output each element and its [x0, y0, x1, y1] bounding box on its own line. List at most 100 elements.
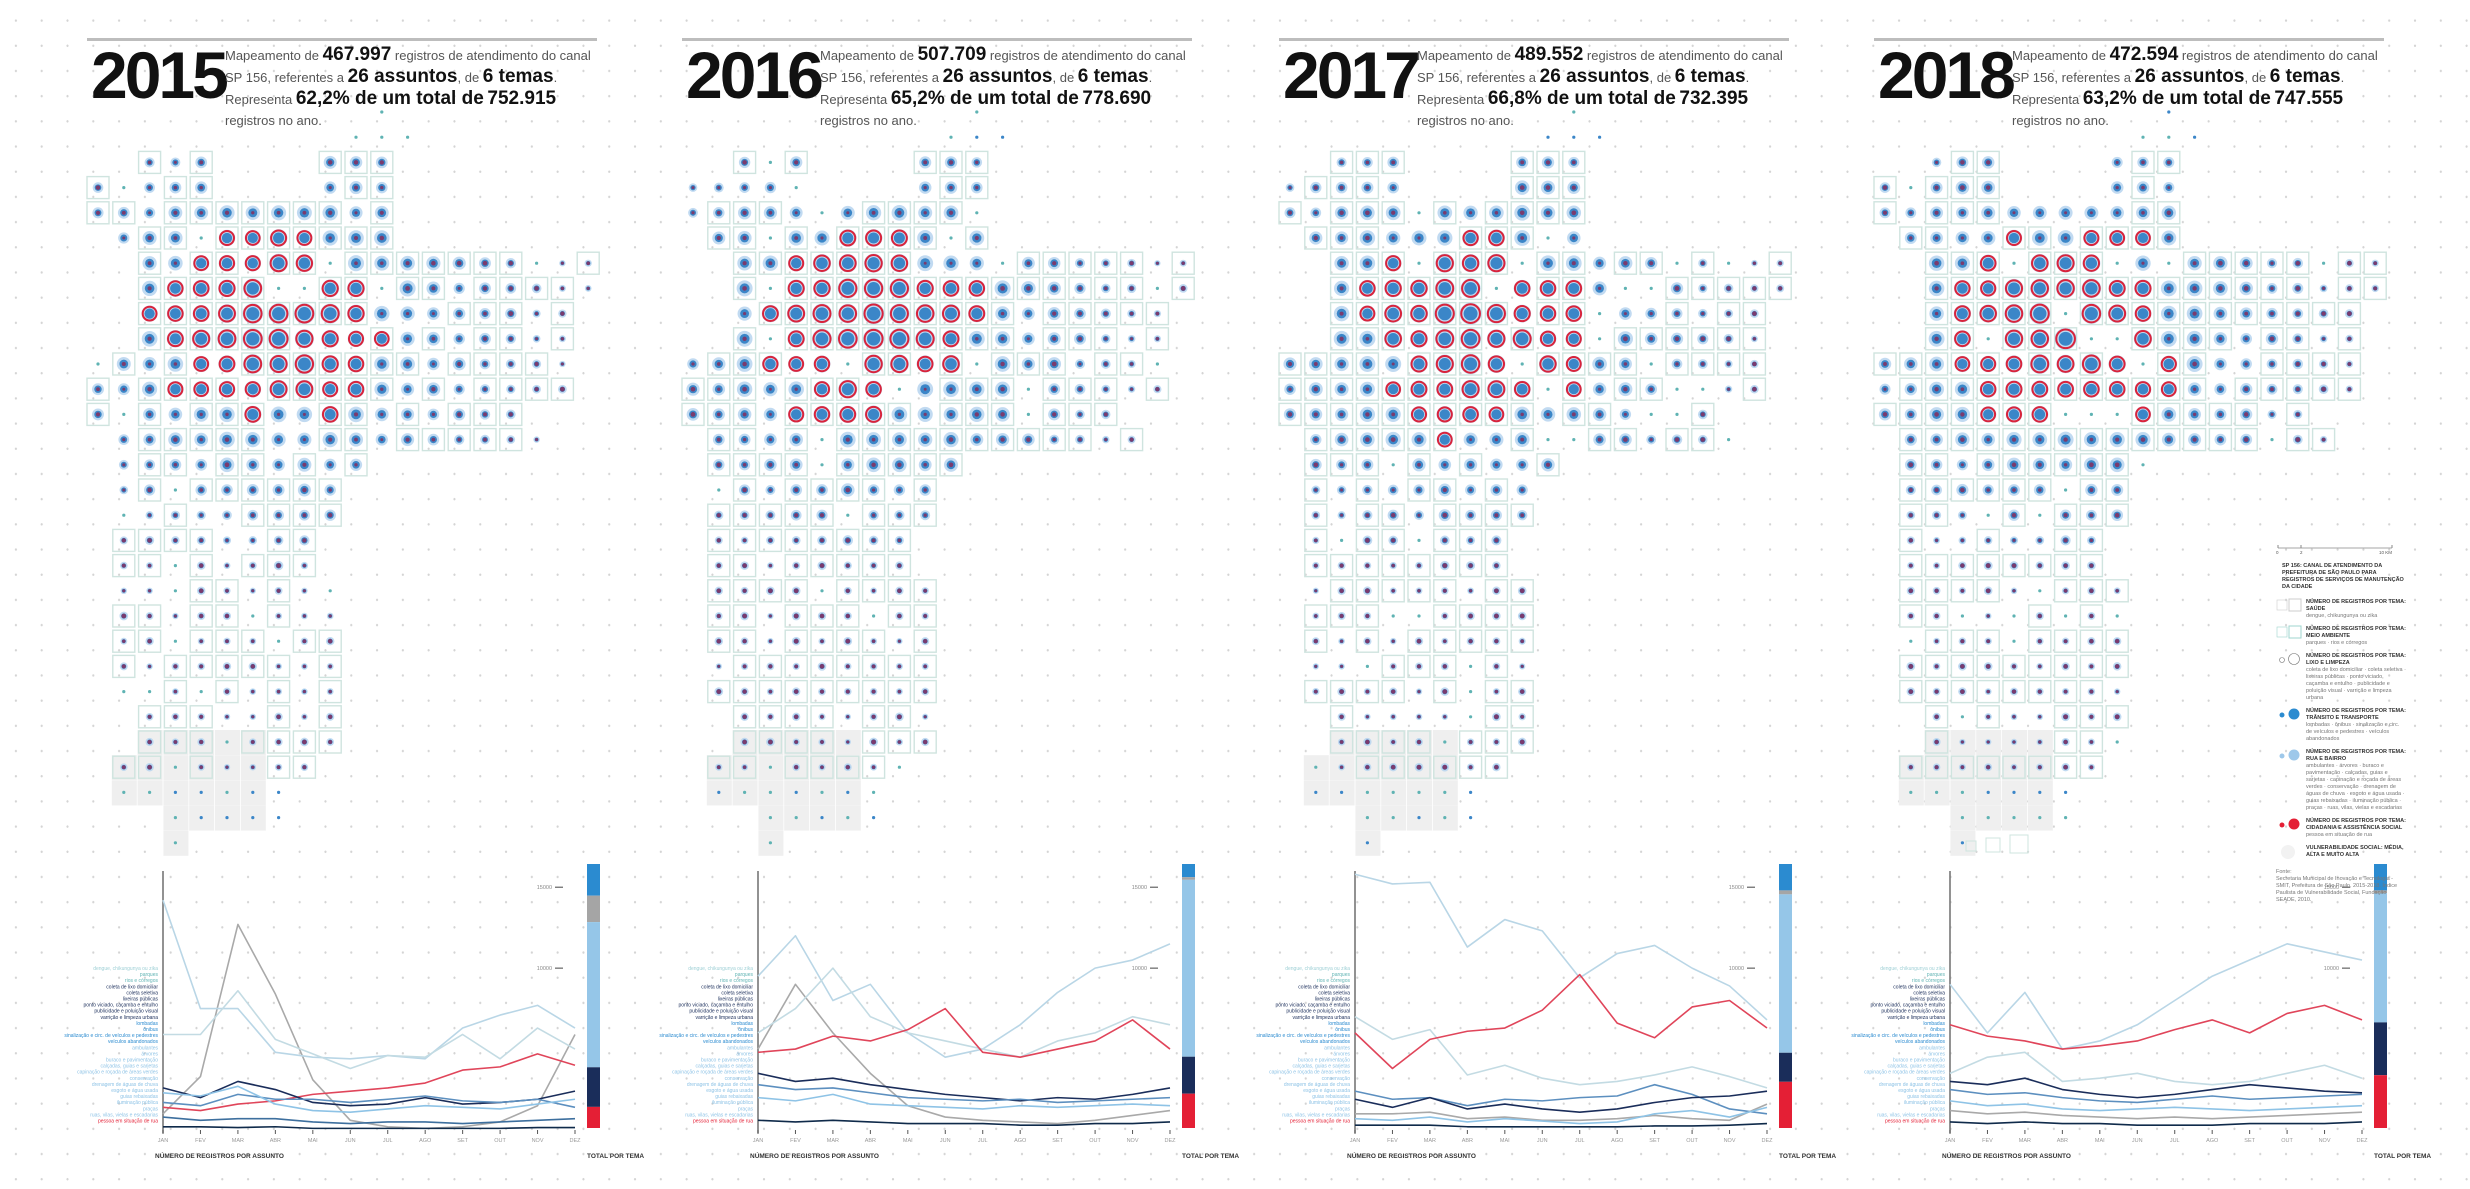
- map-center: [560, 261, 564, 265]
- map-cell-box: [189, 705, 213, 729]
- map-red-ring: [864, 354, 883, 374]
- map-center: [173, 740, 178, 744]
- map-core: [919, 282, 931, 294]
- map-core: [376, 333, 387, 344]
- map-center: [1985, 563, 1991, 568]
- map-cell-box: [758, 352, 783, 376]
- map-dot: [173, 790, 177, 795]
- map-cell-box: [1976, 679, 2000, 704]
- total-bar-title: TOTAL POR TEMA: [2374, 1153, 2431, 1160]
- map-cell-box: [1691, 327, 1715, 351]
- map-cell-box: [707, 579, 731, 603]
- map-cell-box: [836, 226, 860, 250]
- map-cell-box: [1433, 276, 1457, 301]
- map-dot: [1469, 816, 1473, 820]
- map-cell-box: [784, 528, 808, 553]
- map-center: [1468, 639, 1473, 644]
- map-red-ring: [218, 355, 236, 373]
- map-cell-box: [266, 679, 291, 704]
- map-dot: [2012, 614, 2016, 618]
- scale-bar: 0 2 10 KM: [2276, 545, 2393, 555]
- map-core: [1956, 333, 1968, 345]
- map-core: [2085, 257, 2098, 269]
- records-count: 472.594: [2109, 44, 2179, 65]
- map-cell-box: [1950, 251, 1975, 275]
- subject-label: ruas, vilas, vielas e escadarias: [1877, 1112, 1945, 1118]
- map-dot: [2167, 261, 2171, 265]
- map-cell-box: [758, 654, 783, 679]
- map-cell-box: [861, 629, 886, 653]
- map-center: [975, 160, 979, 165]
- map-cell-box: [292, 629, 317, 653]
- map-core: [195, 282, 207, 294]
- x-tick-label: NOV: [1127, 1138, 1139, 1144]
- map-center: [2038, 715, 2042, 719]
- map-center: [1726, 362, 1731, 366]
- map-core: [1387, 307, 1400, 320]
- map-dot: [148, 690, 152, 694]
- map-center: [1752, 361, 1757, 367]
- map-center: [1726, 311, 1731, 316]
- map-red-ring: [193, 255, 210, 272]
- map-center: [1442, 689, 1448, 694]
- map-cell-box: [189, 629, 213, 653]
- map-cell-box: [215, 251, 239, 275]
- map-core: [246, 307, 260, 321]
- series-line: [757, 934, 1171, 1058]
- map-cell-box: [266, 226, 291, 250]
- map-core: [1464, 332, 1478, 346]
- map-cell-box: [1119, 276, 1144, 301]
- map-cell-box: [215, 226, 239, 250]
- map-red-ring: [1979, 380, 1997, 398]
- map-center: [1391, 488, 1395, 492]
- map-center: [2166, 235, 2171, 241]
- map-dot: [1986, 790, 1990, 795]
- map-center: [2347, 286, 2352, 291]
- total-bar-segment: [1182, 864, 1195, 878]
- map-dot: [1546, 135, 1550, 139]
- map-red-ring: [864, 254, 883, 273]
- map-center: [1520, 664, 1524, 668]
- map-center: [1469, 488, 1473, 492]
- map-cell-box: [1510, 327, 1534, 351]
- map-dot: [1001, 135, 1005, 139]
- map-red-ring: [1565, 305, 1583, 322]
- map-core: [1465, 409, 1476, 420]
- map-red-ring: [1539, 305, 1557, 322]
- map-cell-box: [758, 301, 783, 326]
- map-dot: [743, 790, 747, 795]
- map-center: [1417, 513, 1421, 517]
- map-cell-box: [810, 629, 834, 653]
- map-core: [2137, 282, 2149, 294]
- map-center: [199, 664, 204, 669]
- map-cell-box: [784, 503, 808, 527]
- map-cell-box: [318, 427, 342, 452]
- map-core: [1362, 283, 1373, 294]
- map-center: [768, 714, 773, 719]
- map-cell-box: [292, 503, 317, 527]
- map-cell-box: [2079, 478, 2104, 502]
- series-line: [1949, 1077, 2363, 1099]
- map-center: [405, 362, 410, 366]
- map-center: [1960, 487, 1965, 493]
- map-cell-box: [758, 201, 783, 225]
- map-dot: [768, 286, 772, 290]
- map-center: [2063, 437, 2068, 442]
- map-core: [892, 332, 907, 346]
- map-center: [405, 437, 410, 442]
- map-center: [2167, 311, 2171, 316]
- map-red-ring: [2030, 354, 2050, 374]
- map-center: [923, 236, 928, 240]
- map-core: [221, 383, 233, 395]
- map-center: [534, 286, 539, 291]
- map-dot: [820, 816, 824, 820]
- map-core: [196, 258, 207, 269]
- map-dot: [173, 564, 177, 568]
- map-center: [147, 336, 152, 341]
- map-center: [974, 387, 979, 392]
- map-cell-box: [732, 201, 757, 225]
- map-core: [1413, 409, 1425, 420]
- map-core: [867, 357, 880, 371]
- map-cell-box: [1381, 654, 1405, 679]
- map-center: [225, 765, 229, 769]
